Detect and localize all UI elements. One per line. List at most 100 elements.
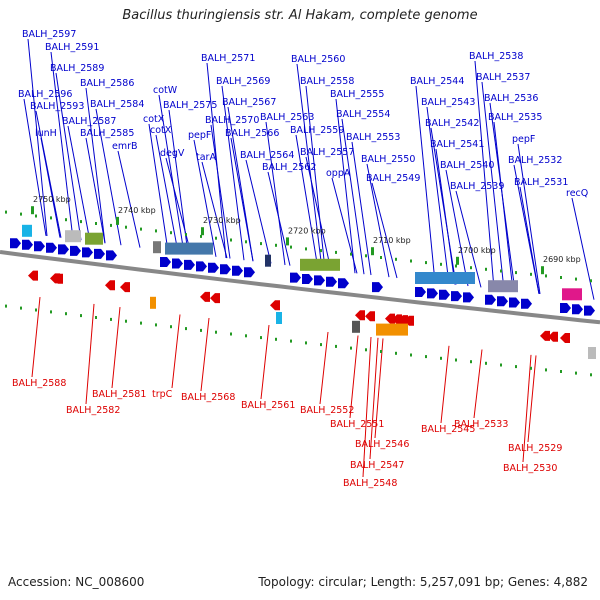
forward-gene-label: emrB: [112, 141, 138, 152]
forward-gene-arrow: [22, 239, 33, 250]
forward-gene-arrow: [46, 242, 57, 253]
kbp-tick: [456, 256, 459, 265]
scale-dot: [470, 360, 472, 364]
reverse-gene-label: BALH_2545: [421, 424, 475, 435]
domain-box: [65, 230, 81, 243]
leader-line: [230, 137, 254, 262]
scale-dot: [140, 227, 142, 231]
forward-gene-arrow: [184, 259, 195, 270]
forward-gene-label: degV: [160, 148, 185, 159]
forward-gene-label: BALH_2563: [260, 112, 314, 123]
forward-gene-label: BALH_2569: [216, 76, 270, 87]
forward-gene-label: recQ: [566, 188, 588, 199]
kbp-tick: [201, 227, 204, 236]
forward-gene-label: BALH_2555: [330, 89, 384, 100]
reverse-gene-arrow: [404, 315, 414, 326]
reverse-gene-label: BALH_2568: [181, 392, 235, 403]
leader-line: [200, 317, 210, 392]
scale-dot: [425, 355, 427, 359]
leader-line: [517, 143, 541, 294]
forward-gene-label: lunH: [35, 128, 57, 139]
leader-line: [455, 190, 482, 288]
scale-dot: [305, 247, 307, 251]
leader-line: [165, 157, 192, 254]
scale-dot: [560, 276, 562, 279]
scale-dot: [590, 373, 592, 377]
forward-gene-label: BALH_2557: [300, 147, 354, 158]
scale-dot: [275, 337, 277, 341]
forward-gene-label: BALH_2575: [163, 100, 217, 111]
reverse-gene-arrow: [28, 270, 38, 281]
leader-line: [371, 182, 398, 279]
leader-line: [260, 325, 270, 400]
scale-dot: [425, 261, 427, 265]
forward-gene-label: BALH_2591: [45, 42, 99, 53]
leader-line: [305, 85, 326, 270]
leader-line: [201, 161, 228, 259]
forward-gene-arrow: [58, 244, 69, 255]
forward-gene-label: BALH_2558: [300, 76, 354, 87]
scale-dot: [185, 233, 187, 237]
scale-dot: [125, 225, 127, 229]
genome-backbone: [0, 250, 600, 325]
leader-line: [55, 72, 82, 241]
forward-gene-label: BALH_2562: [262, 162, 316, 173]
leader-line: [440, 345, 450, 424]
scale-dot: [185, 327, 187, 331]
reverse-gene-label: BALH_2581: [92, 389, 146, 400]
scale-dot: [335, 250, 337, 254]
leader-line: [527, 355, 537, 443]
leader-line: [40, 137, 61, 238]
scale-dot: [335, 344, 337, 348]
forward-gene-arrow: [463, 292, 474, 303]
forward-gene-label: BALH_2586: [80, 78, 134, 89]
forward-gene-arrow: [451, 291, 462, 302]
domain-box: [562, 288, 582, 301]
reverse-gene-label: BALH_2588: [12, 378, 66, 389]
scale-dot: [320, 249, 322, 253]
leader-line: [426, 106, 450, 284]
scale-dot: [230, 332, 232, 336]
scale-dot: [305, 341, 307, 345]
scale-dot: [125, 319, 127, 323]
forward-gene-label: tarA: [196, 152, 216, 163]
leader-line: [148, 123, 169, 252]
leader-line: [168, 109, 189, 254]
kbp-label: 2730 kbp: [203, 216, 241, 225]
kbp-tick: [371, 247, 374, 256]
scale-dot: [260, 336, 262, 340]
scale-dot: [230, 238, 232, 242]
domain-box: [352, 320, 360, 333]
scale-dot: [470, 266, 472, 270]
leader-line: [85, 137, 106, 244]
forward-gene-arrow: [290, 272, 301, 283]
forward-gene-label: BALH_2538: [469, 51, 523, 62]
scale-dot: [410, 259, 412, 263]
forward-gene-label: BALH_2593: [30, 101, 84, 112]
scale-dot: [485, 267, 487, 271]
forward-gene-arrow: [196, 261, 207, 272]
scale-dot: [80, 314, 82, 318]
scale-dot: [380, 256, 382, 259]
scale-dot: [245, 240, 247, 244]
kbp-label: 2740 kbp: [118, 206, 156, 215]
scale-dot: [290, 245, 292, 249]
leader-line: [415, 85, 436, 283]
forward-gene-arrow: [160, 257, 171, 267]
forward-gene-arrow: [70, 245, 81, 256]
leader-line: [351, 141, 372, 276]
reverse-gene-label: BALH_2547: [350, 460, 404, 471]
forward-gene-label: BALH_2532: [508, 155, 562, 166]
leader-line: [366, 163, 390, 278]
leader-line: [85, 303, 95, 405]
scale-dot: [155, 229, 157, 233]
leader-line: [522, 354, 532, 463]
forward-gene-label: oppA: [326, 168, 351, 179]
reverse-gene-arrow: [560, 333, 570, 343]
scale-dot: [560, 370, 562, 373]
forward-gene-label: BALH_2564: [240, 150, 294, 161]
reverse-gene-arrow: [365, 311, 375, 322]
scale-dot: [200, 328, 202, 332]
reverse-gene-label: BALH_2546: [355, 439, 409, 450]
reverse-gene-label: BALH_2582: [66, 405, 120, 416]
